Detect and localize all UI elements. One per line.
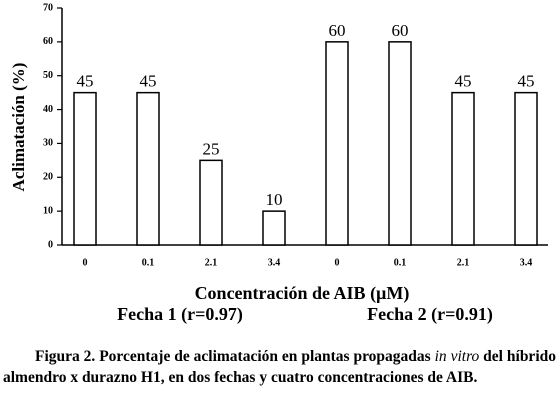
- y-tick-label: 10: [43, 205, 53, 216]
- y-tick-label: 70: [43, 2, 53, 13]
- caption-text: Figura 2. Porcentaje de aclimatación en …: [35, 348, 435, 365]
- x-tick-label: 3.4: [520, 257, 533, 268]
- bar: [73, 91, 97, 246]
- caption-text: del híbrido almendro x durazno H1, en do…: [3, 348, 556, 386]
- group-label: Fecha 1 (r=0.97): [117, 304, 243, 325]
- bar: [451, 91, 475, 246]
- y-tick-label: 50: [43, 70, 53, 81]
- y-tick-label: 60: [43, 36, 53, 47]
- bar: [388, 41, 412, 246]
- x-axis-label: Concentración de AIB (µM): [195, 283, 410, 304]
- x-tick-label: 0.1: [394, 257, 407, 268]
- x-tick-label: 2.1: [205, 257, 218, 268]
- x-tick-label: 2.1: [457, 257, 470, 268]
- value-label: 60: [329, 21, 346, 40]
- y-tick-label: 30: [43, 138, 53, 149]
- y-axis-label: Aclimatación (%): [9, 63, 28, 192]
- bar: [136, 91, 160, 246]
- y-tick-label: 40: [43, 104, 53, 115]
- value-label: 45: [140, 72, 157, 91]
- value-label: 10: [266, 190, 283, 209]
- bar: [262, 210, 286, 246]
- x-tick-label: 0: [335, 257, 340, 268]
- y-tick-label: 20: [43, 172, 53, 183]
- value-label: 25: [203, 139, 220, 158]
- value-label: 60: [392, 21, 409, 40]
- group-label: Fecha 2 (r=0.91): [367, 304, 493, 325]
- caption-italic: in vitro: [434, 348, 480, 365]
- value-label: 45: [77, 72, 94, 91]
- bar: [325, 41, 349, 246]
- caption: Figura 2. Porcentaje de aclimatación en …: [3, 346, 556, 388]
- value-label: 45: [518, 72, 535, 91]
- x-tick-label: 0: [83, 257, 88, 268]
- y-tick-label: 0: [48, 239, 53, 250]
- bar: [514, 91, 538, 246]
- x-tick-label: 0.1: [142, 257, 155, 268]
- chart: Aclimatación (%) Concentración de AIB (µ…: [9, 2, 548, 325]
- value-label: 45: [455, 72, 472, 91]
- bar: [199, 159, 223, 246]
- x-tick-label: 3.4: [268, 257, 281, 268]
